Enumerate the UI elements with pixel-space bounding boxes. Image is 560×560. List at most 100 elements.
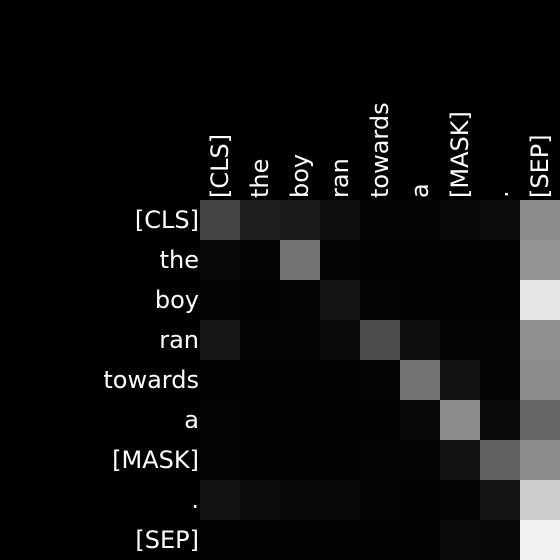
x-tick-label: a xyxy=(406,183,434,198)
heatmap-cell-r2-c5 xyxy=(400,280,440,320)
heatmap-cell-r2-c3 xyxy=(320,280,360,320)
heatmap-cell-r0-c1 xyxy=(240,200,280,240)
heatmap-cell-r7-c8 xyxy=(520,480,560,520)
heatmap-cell-r2-c8 xyxy=(520,280,560,320)
heatmap-cell-r1-c3 xyxy=(320,240,360,280)
heatmap-cell-r6-c2 xyxy=(280,440,320,480)
heatmap-cell-r8-c5 xyxy=(400,520,440,560)
heatmap-cell-r0-c2 xyxy=(280,200,320,240)
heatmap-cell-r6-c4 xyxy=(360,440,400,480)
heatmap-cell-r3-c7 xyxy=(480,320,520,360)
x-tick-label: the xyxy=(246,159,274,198)
heatmap-cell-r1-c1 xyxy=(240,240,280,280)
heatmap-cell-r1-c7 xyxy=(480,240,520,280)
heatmap-cell-r3-c4 xyxy=(360,320,400,360)
heatmap-cell-r5-c3 xyxy=(320,400,360,440)
heatmap-cell-r3-c3 xyxy=(320,320,360,360)
heatmap-cell-r0-c0 xyxy=(200,200,240,240)
y-tick-label: [MASK] xyxy=(112,446,199,474)
heatmap-cell-r1-c0 xyxy=(200,240,240,280)
heatmap-cell-r0-c6 xyxy=(440,200,480,240)
x-tick-label: towards xyxy=(366,102,394,198)
heatmap-cell-r0-c5 xyxy=(400,200,440,240)
heatmap-cell-r5-c6 xyxy=(440,400,480,440)
heatmap-cell-r8-c7 xyxy=(480,520,520,560)
heatmap-cell-r8-c6 xyxy=(440,520,480,560)
x-tick-label: ran xyxy=(326,158,354,198)
x-tick-label: [MASK] xyxy=(446,111,474,198)
heatmap-cell-r6-c0 xyxy=(200,440,240,480)
heatmap-cell-r6-c7 xyxy=(480,440,520,480)
heatmap-cell-r0-c3 xyxy=(320,200,360,240)
heatmap-cells xyxy=(200,200,560,560)
heatmap-cell-r5-c7 xyxy=(480,400,520,440)
heatmap-cell-r4-c8 xyxy=(520,360,560,400)
heatmap-cell-r6-c6 xyxy=(440,440,480,480)
heatmap-cell-r1-c2 xyxy=(280,240,320,280)
heatmap-cell-r2-c1 xyxy=(240,280,280,320)
heatmap-cell-r7-c1 xyxy=(240,480,280,520)
y-tick-labels: [CLS] the boy ran towards a [MASK]. [SEP] xyxy=(103,206,199,554)
heatmap-cell-r0-c8 xyxy=(520,200,560,240)
x-tick-label: [CLS] xyxy=(206,134,234,198)
heatmap-cell-r0-c7 xyxy=(480,200,520,240)
heatmap-cell-r4-c2 xyxy=(280,360,320,400)
heatmap-cell-r5-c4 xyxy=(360,400,400,440)
heatmap-cell-r6-c1 xyxy=(240,440,280,480)
y-tick-label: [CLS] xyxy=(135,206,199,234)
heatmap-cell-r1-c6 xyxy=(440,240,480,280)
y-tick-label: towards xyxy=(103,366,199,394)
heatmap-cell-r7-c3 xyxy=(320,480,360,520)
y-tick-label: boy xyxy=(155,286,199,314)
heatmap-cell-r6-c3 xyxy=(320,440,360,480)
heatmap-cell-r6-c5 xyxy=(400,440,440,480)
heatmap-cell-r4-c3 xyxy=(320,360,360,400)
y-tick-label: . xyxy=(191,486,199,514)
x-tick-label: boy xyxy=(286,154,314,198)
x-tick-label: [SEP] xyxy=(526,134,554,198)
heatmap-cell-r4-c0 xyxy=(200,360,240,400)
heatmap-cell-r6-c8 xyxy=(520,440,560,480)
heatmap-cell-r5-c5 xyxy=(400,400,440,440)
heatmap-cell-r2-c7 xyxy=(480,280,520,320)
heatmap-cell-r4-c5 xyxy=(400,360,440,400)
heatmap-cell-r4-c1 xyxy=(240,360,280,400)
heatmap-cell-r5-c0 xyxy=(200,400,240,440)
heatmap-cell-r8-c8 xyxy=(520,520,560,560)
y-tick-label: ran xyxy=(159,326,199,354)
heatmap-cell-r3-c0 xyxy=(200,320,240,360)
heatmap-cell-r7-c4 xyxy=(360,480,400,520)
heatmap-cell-r4-c4 xyxy=(360,360,400,400)
heatmap-cell-r8-c3 xyxy=(320,520,360,560)
heatmap-cell-r2-c0 xyxy=(200,280,240,320)
y-tick-label: the xyxy=(160,246,199,274)
heatmap-cell-r7-c5 xyxy=(400,480,440,520)
heatmap-cell-r8-c4 xyxy=(360,520,400,560)
heatmap-cell-r3-c6 xyxy=(440,320,480,360)
heatmap-cell-r3-c8 xyxy=(520,320,560,360)
heatmap-cell-r8-c2 xyxy=(280,520,320,560)
heatmap-cell-r3-c5 xyxy=(400,320,440,360)
heatmap-cell-r7-c0 xyxy=(200,480,240,520)
heatmap-cell-r3-c2 xyxy=(280,320,320,360)
heatmap-cell-r7-c6 xyxy=(440,480,480,520)
heatmap-cell-r1-c5 xyxy=(400,240,440,280)
heatmap-cell-r1-c8 xyxy=(520,240,560,280)
heatmap-cell-r7-c2 xyxy=(280,480,320,520)
x-tick-labels: [CLS] the boy ran towards a [MASK]. [SEP] xyxy=(206,102,554,198)
heatmap-cell-r5-c2 xyxy=(280,400,320,440)
heatmap-cell-r1-c4 xyxy=(360,240,400,280)
heatmap-cell-r5-c8 xyxy=(520,400,560,440)
heatmap-cell-r5-c1 xyxy=(240,400,280,440)
heatmap-cell-r7-c7 xyxy=(480,480,520,520)
heatmap-cell-r4-c6 xyxy=(440,360,480,400)
heatmap-cell-r0-c4 xyxy=(360,200,400,240)
x-tick-label: . xyxy=(486,190,514,198)
y-tick-label: [SEP] xyxy=(135,526,199,554)
heatmap-cell-r8-c0 xyxy=(200,520,240,560)
heatmap-cell-r3-c1 xyxy=(240,320,280,360)
heatmap-cell-r8-c1 xyxy=(240,520,280,560)
y-tick-label: a xyxy=(184,406,199,434)
heatmap-cell-r2-c2 xyxy=(280,280,320,320)
